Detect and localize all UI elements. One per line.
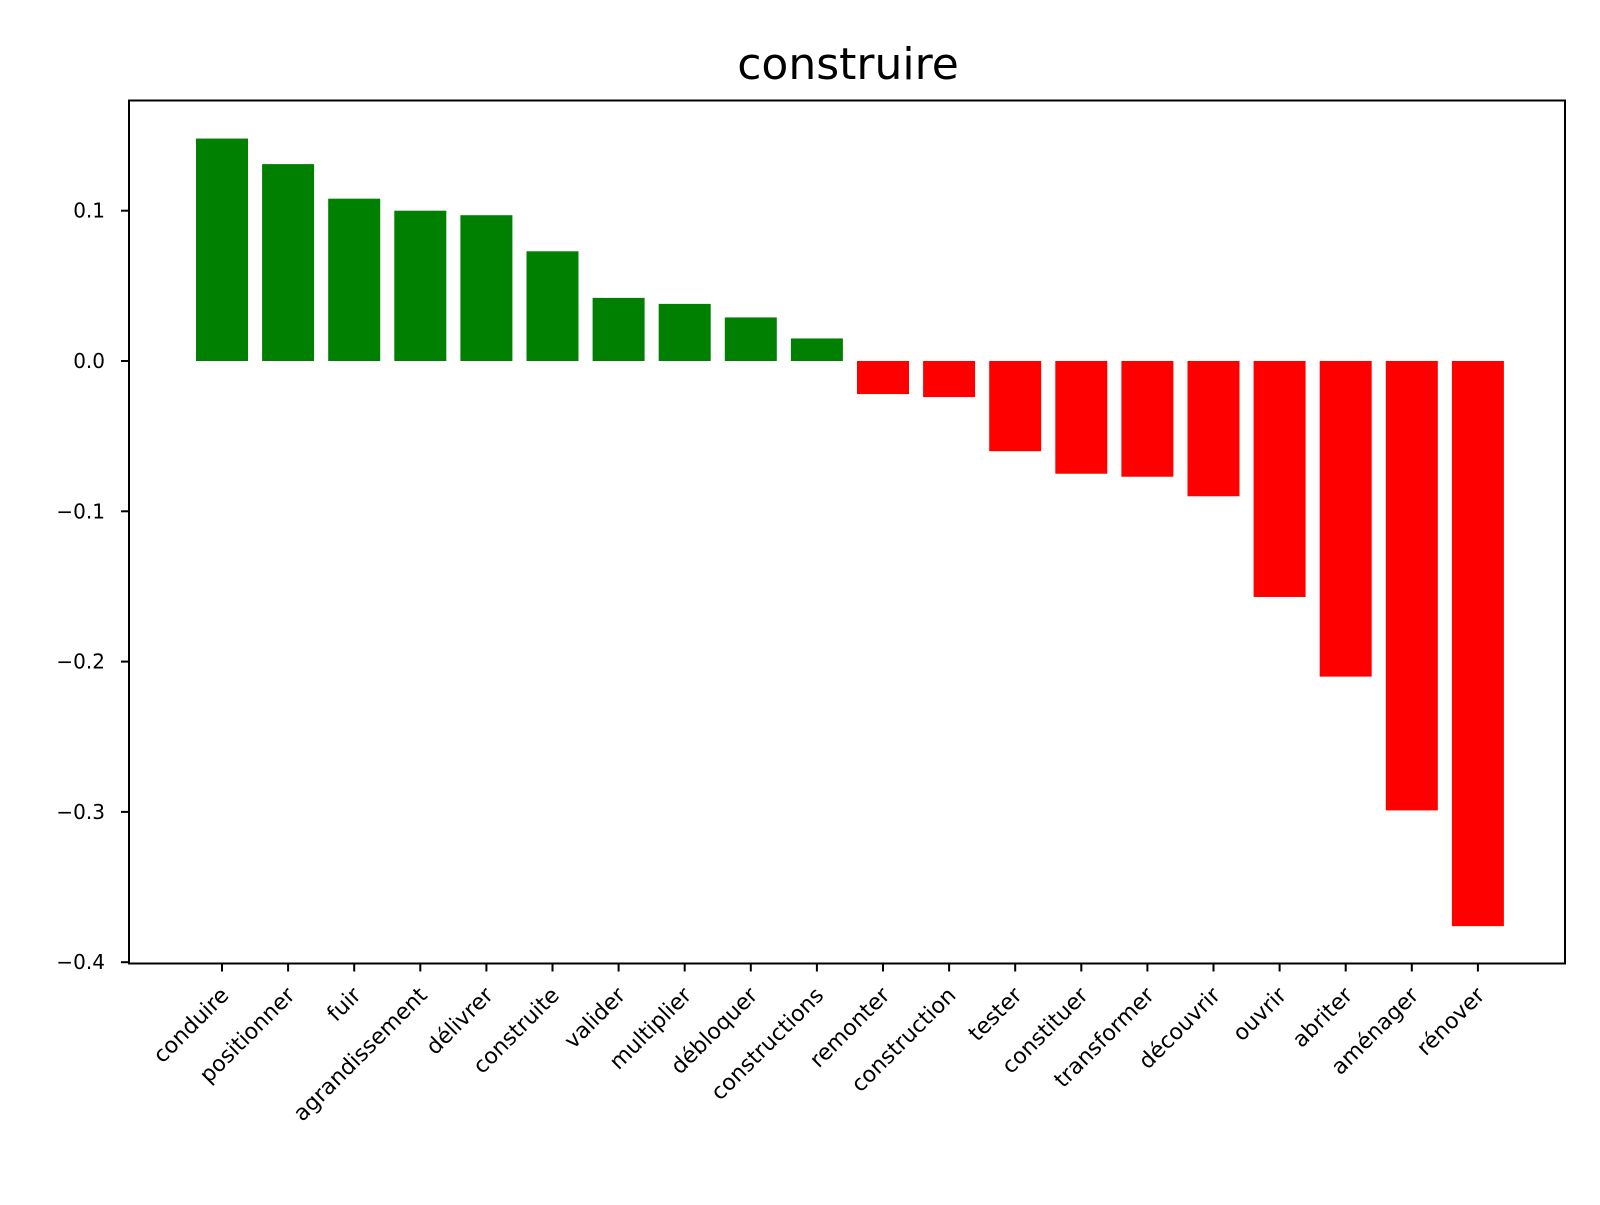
y-axis: 0.1 0.0 −0.1 −0.2 −0.3 −0.4 [56,199,129,974]
bar-11 [857,361,909,395]
x-tick-label: tester [964,982,1028,1046]
bar-7 [592,297,645,361]
bar-18 [1319,361,1372,677]
bar-20 [1451,361,1504,927]
bar-3 [328,198,381,361]
bars-group [196,138,1504,927]
plot-frame [128,99,1566,965]
bar-19 [1385,361,1438,811]
bar-14 [1055,361,1108,474]
bar-16 [1187,361,1240,497]
bar-13 [989,361,1042,452]
bar-6 [526,251,579,361]
bar-10 [790,338,843,361]
y-tick-label: −0.3 [56,800,105,824]
bar-17 [1253,361,1306,597]
y-tick-label: −0.2 [56,650,105,674]
x-tick-label: rénover [1412,982,1491,1061]
y-tick-label: 0.1 [73,199,105,223]
bar-9 [724,317,777,361]
bar-2 [262,164,315,361]
bar-12 [923,361,976,398]
y-tick-label: 0.0 [73,349,105,373]
bar-5 [460,215,513,361]
y-tick-label: −0.1 [56,499,105,523]
bar-4 [394,210,447,361]
bar-15 [1121,361,1174,477]
x-tick-label: constructions [707,983,830,1106]
bar-1 [196,138,248,361]
x-tick-label: fuir [323,982,367,1026]
bar-8 [658,303,711,361]
y-tick-label: −0.4 [56,950,105,974]
chart-title: construire [737,39,959,90]
x-tick-label: ouvrir [1228,982,1292,1046]
